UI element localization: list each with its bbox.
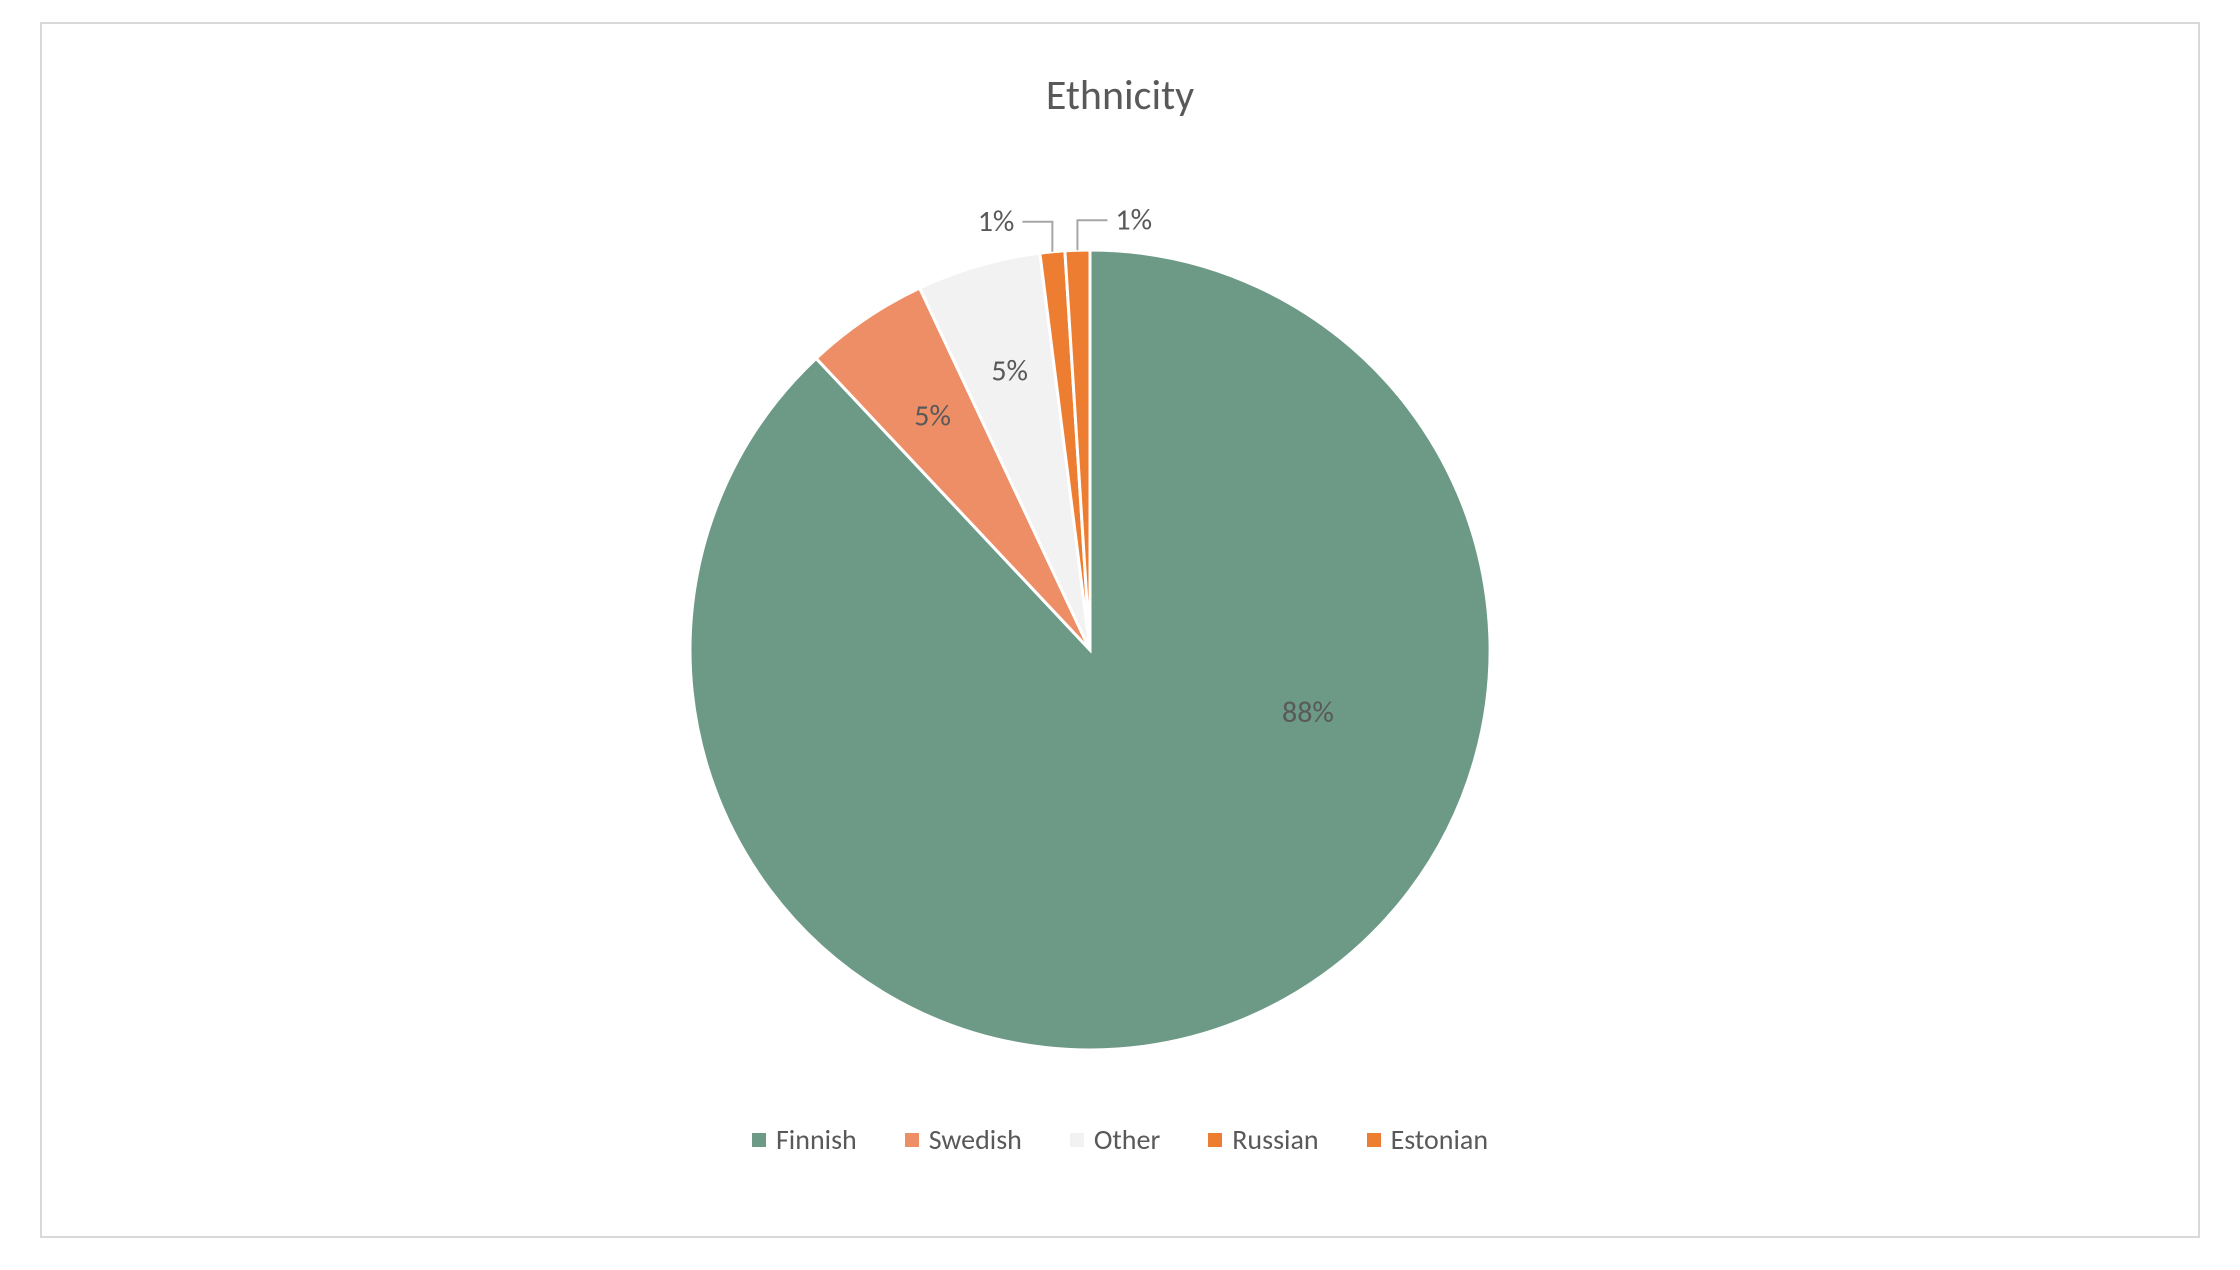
- legend-swatch: [1367, 1133, 1381, 1147]
- data-label-russian: 1%: [978, 203, 1015, 240]
- legend-label: Finnish: [776, 1122, 857, 1157]
- legend-item-other: Other: [1070, 1122, 1160, 1157]
- pie-chart: 88% 5% 5% 1% 1%: [470, 30, 1710, 1270]
- legend-label: Swedish: [929, 1122, 1022, 1157]
- leader-line-russian: [1022, 222, 1052, 252]
- data-label-finnish: 88%: [1282, 694, 1334, 731]
- legend-swatch: [1208, 1133, 1222, 1147]
- data-label-other: 5%: [991, 353, 1028, 390]
- legend-item-swedish: Swedish: [905, 1122, 1022, 1157]
- legend-item-finnish: Finnish: [752, 1122, 857, 1157]
- data-label-estonian: 1%: [1115, 201, 1152, 238]
- data-label-swedish: 5%: [914, 398, 951, 435]
- leader-line-estonian: [1077, 220, 1107, 250]
- legend-label: Estonian: [1391, 1122, 1488, 1157]
- legend-swatch: [905, 1133, 919, 1147]
- legend-swatch: [1070, 1133, 1084, 1147]
- legend-item-russian: Russian: [1208, 1122, 1318, 1157]
- legend: Finnish Swedish Other Russian Estonian: [40, 1122, 2200, 1157]
- legend-swatch: [752, 1133, 766, 1147]
- legend-label: Other: [1094, 1122, 1160, 1157]
- legend-item-estonian: Estonian: [1367, 1122, 1488, 1157]
- legend-label: Russian: [1232, 1122, 1318, 1157]
